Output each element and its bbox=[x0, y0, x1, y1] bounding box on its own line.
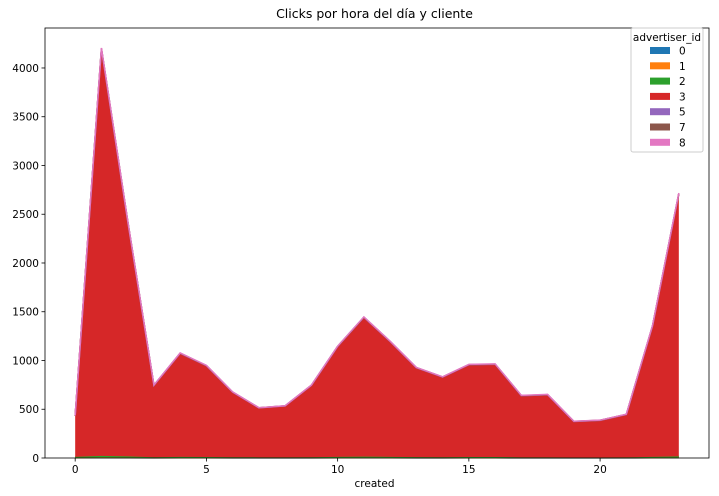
x-tick-label: 15 bbox=[462, 464, 475, 476]
legend-label-0: 0 bbox=[679, 46, 686, 58]
y-tick-label: 0 bbox=[32, 453, 39, 465]
y-tick-label: 4000 bbox=[12, 63, 39, 75]
legend-items: 0 1 2 3 5 7 8 bbox=[650, 46, 686, 149]
y-tick-label: 3500 bbox=[12, 112, 39, 124]
y-tick-label: 2000 bbox=[12, 258, 39, 270]
legend-swatch-2 bbox=[650, 77, 670, 85]
legend-swatch-3 bbox=[650, 92, 670, 100]
legend-label-1: 1 bbox=[679, 61, 686, 73]
x-tick-label: 20 bbox=[593, 464, 606, 476]
y-tick-label: 3000 bbox=[12, 160, 39, 172]
legend-swatch-8 bbox=[650, 138, 670, 146]
legend-label-8: 8 bbox=[679, 137, 686, 149]
y-tick-label: 500 bbox=[19, 404, 39, 416]
legend-swatch-0 bbox=[650, 47, 670, 54]
legend-label-2: 2 bbox=[679, 76, 686, 88]
legend-title: advertiser_id bbox=[633, 32, 701, 44]
legend-label-7: 7 bbox=[679, 122, 686, 134]
legend-box bbox=[630, 27, 704, 153]
legend: advertiser_id 0 1 2 3 5 7 8 bbox=[630, 27, 704, 153]
y-tick-label: 2500 bbox=[12, 209, 39, 221]
plot-frame bbox=[44, 27, 710, 459]
y-tick-label: 1500 bbox=[12, 307, 39, 319]
legend-swatch-5 bbox=[650, 108, 670, 116]
y-tick-label: 1000 bbox=[12, 355, 39, 367]
x-axis-label: created bbox=[355, 478, 395, 490]
legend-label-3: 3 bbox=[679, 91, 686, 103]
legend-swatch-7 bbox=[650, 123, 670, 131]
line-series-8 bbox=[74, 47, 680, 423]
chart-title: Clicks por hora del día y cliente bbox=[276, 6, 473, 21]
x-tick-label: 5 bbox=[203, 464, 210, 476]
legend-label-5: 5 bbox=[679, 107, 686, 119]
x-tick-label: 0 bbox=[72, 464, 79, 476]
legend-swatch-1 bbox=[650, 62, 670, 70]
x-tick-label: 10 bbox=[331, 464, 344, 476]
